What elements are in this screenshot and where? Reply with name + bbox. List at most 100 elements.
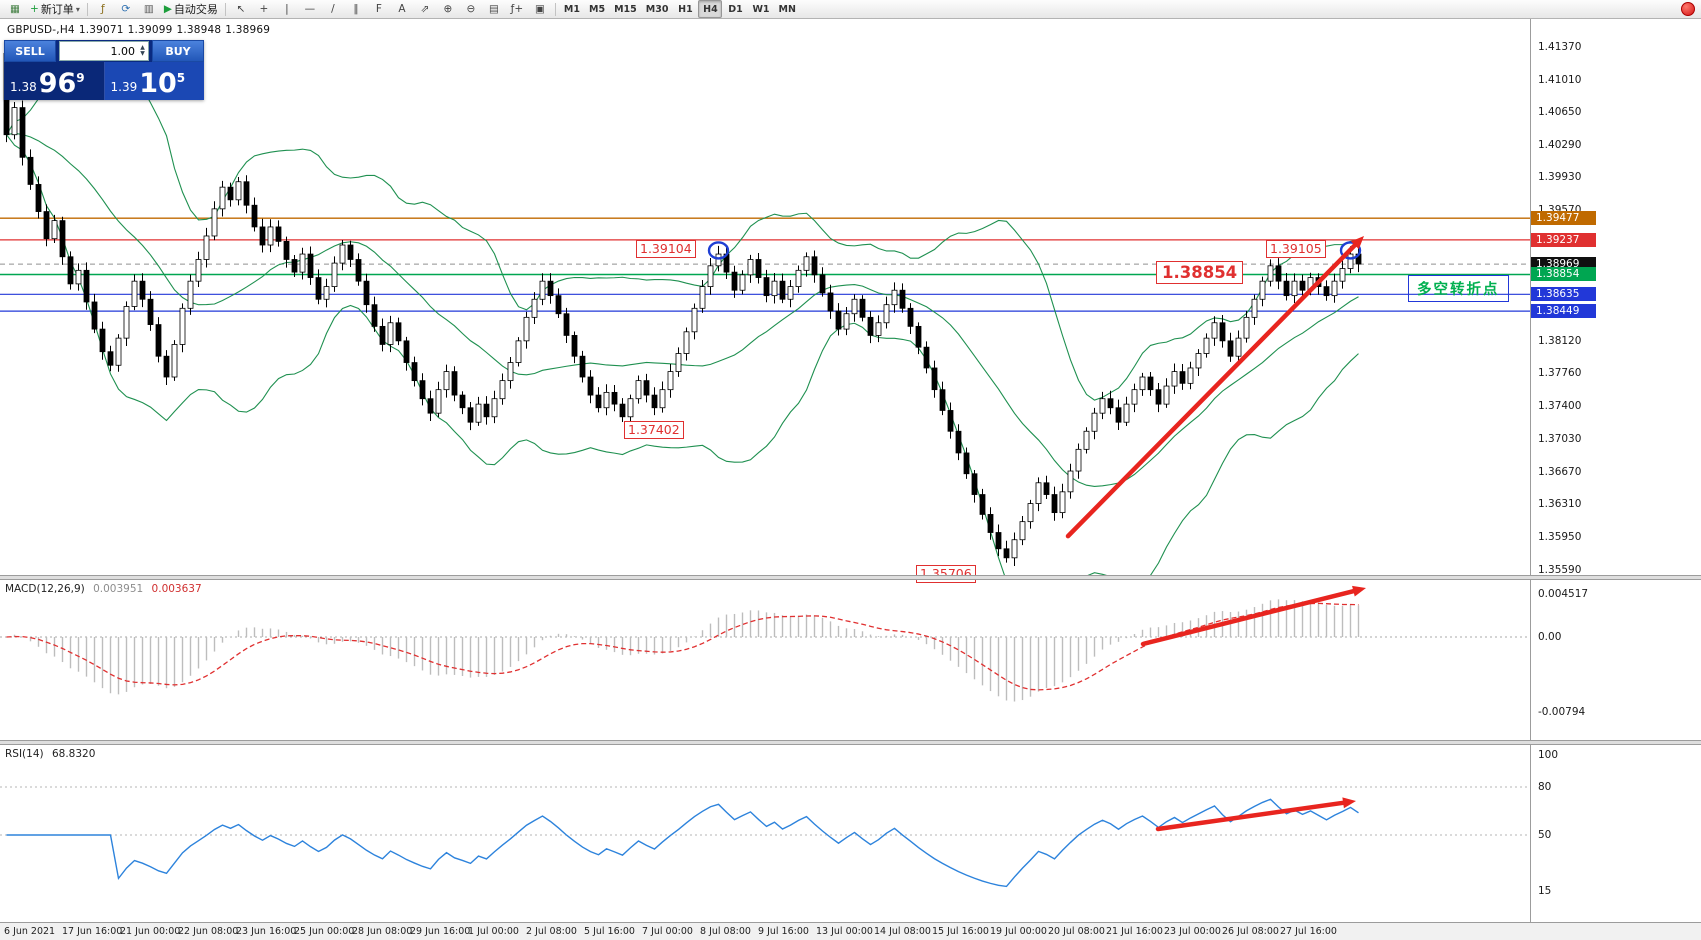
- candle: [123, 306, 130, 339]
- autotrade-button[interactable]: ▶ 自动交易: [161, 0, 221, 18]
- candle: [139, 280, 146, 300]
- trend-arrow[interactable]: [1155, 800, 1346, 832]
- tile-windows-icon[interactable]: ▤: [483, 0, 505, 18]
- candle: [539, 280, 546, 300]
- candle: [315, 277, 322, 300]
- trend-arrow[interactable]: [1065, 242, 1358, 539]
- price-annotation[interactable]: 1.39104: [636, 240, 696, 259]
- expert-advisor-icon[interactable]: ƒ: [92, 0, 114, 18]
- indicators-icon[interactable]: ƒ+: [506, 0, 528, 18]
- candle: [755, 259, 762, 278]
- timeframe-m15[interactable]: M15: [614, 3, 637, 15]
- candle: [971, 473, 978, 495]
- horizontal-line-icon[interactable]: —: [299, 0, 321, 18]
- timeframe-m30[interactable]: M30: [645, 3, 669, 15]
- buy-button[interactable]: BUY: [152, 40, 204, 62]
- sell-button[interactable]: SELL: [4, 40, 56, 62]
- candle: [731, 271, 738, 291]
- price-axis[interactable]: 1.41370 1.41010 1.40650 1.40290 1.39930 1.395…: [1530, 19, 1701, 922]
- toolbar-separator: [86, 2, 88, 16]
- fibonacci-icon[interactable]: F: [368, 0, 390, 18]
- charts-window-icon[interactable]: ▦: [4, 0, 26, 18]
- price-annotation[interactable]: 1.38854: [1156, 261, 1244, 285]
- price-axis-label: 1.35590: [1538, 563, 1582, 576]
- candle: [131, 280, 138, 307]
- timeframe-mn[interactable]: MN: [778, 3, 796, 15]
- price-annotation[interactable]: 1.37402: [624, 420, 684, 439]
- trend-arrow[interactable]: [1140, 588, 1356, 647]
- main-chart-overlay: 1.39104 1.39105 1.38854 1.37402 1.35706 多空转折点: [0, 19, 1530, 583]
- timeframe-m5[interactable]: M5: [588, 3, 606, 15]
- volume-field: ▲▼: [59, 41, 149, 61]
- price-annotation[interactable]: 1.35706: [916, 564, 976, 583]
- candle: [195, 259, 202, 282]
- time-axis[interactable]: 6 Jun 2021 17 Jun 16:00 21 Jun 00:00 22 Jun…: [0, 922, 1701, 940]
- candle: [27, 156, 34, 185]
- candle: [1347, 253, 1354, 269]
- new-order-button[interactable]: + 新订单 ▾: [27, 0, 83, 18]
- time-axis-label: 8 Jul 08:00: [700, 926, 751, 937]
- panel-separator[interactable]: [0, 575, 1701, 580]
- time-axis-label: 6 Jun 2021: [4, 926, 56, 937]
- candle: [979, 494, 986, 515]
- highlight-circle[interactable]: [1339, 241, 1362, 260]
- candle: [803, 256, 810, 271]
- candle: [155, 324, 162, 357]
- candle: [1179, 371, 1186, 384]
- rsi-axis-label: 80: [1538, 781, 1552, 793]
- vertical-line-icon[interactable]: |: [276, 0, 298, 18]
- timeframe-m1[interactable]: M1: [563, 3, 580, 15]
- candle: [339, 244, 346, 264]
- volume-input[interactable]: [60, 43, 137, 59]
- new-order-button: +: [30, 3, 39, 15]
- caret-down-icon: ▾: [75, 4, 80, 14]
- candle: [1091, 412, 1098, 432]
- candle: [963, 452, 970, 475]
- chart-symbol: GBPUSD-,H4: [7, 24, 75, 36]
- macd-panel[interactable]: [0, 580, 1530, 740]
- main-price-chart[interactable]: [0, 19, 1530, 575]
- template-icon[interactable]: ▣: [529, 0, 551, 18]
- turning-point-note[interactable]: 多空转折点: [1408, 274, 1509, 302]
- chart-mode-icon[interactable]: ▥: [138, 0, 160, 18]
- volume-stepper[interactable]: ▲ ▼: [140, 44, 145, 57]
- highlight-circle[interactable]: [707, 241, 730, 260]
- candle: [691, 307, 698, 333]
- candle: [419, 380, 426, 400]
- arrow-object-icon[interactable]: ⇗: [414, 0, 436, 18]
- timeframe-h4[interactable]: H4: [698, 0, 723, 18]
- trendline-icon[interactable]: /: [322, 0, 344, 18]
- candle: [899, 289, 906, 309]
- channel-icon[interactable]: ∥: [345, 0, 367, 18]
- rsi-panel[interactable]: [0, 745, 1530, 922]
- candle: [443, 371, 450, 391]
- cursor-icon[interactable]: ↖: [230, 0, 252, 18]
- candle: [779, 280, 786, 300]
- sell-price[interactable]: 1.38 96 9: [4, 62, 105, 100]
- buy-price[interactable]: 1.39 10 5: [104, 62, 204, 100]
- zoom-out-icon[interactable]: ⊖: [460, 0, 482, 18]
- text-label-icon[interactable]: A: [391, 0, 413, 18]
- candle: [403, 340, 410, 363]
- alert-icon[interactable]: [1681, 2, 1695, 16]
- chart-high: 1.39099: [127, 24, 173, 36]
- zoom-in-icon[interactable]: ⊕: [437, 0, 459, 18]
- candle: [11, 107, 18, 136]
- crosshair-icon[interactable]: +: [253, 0, 275, 18]
- panel-separator[interactable]: [0, 740, 1701, 745]
- timeframe-w1[interactable]: W1: [752, 3, 770, 15]
- timeframe-h1[interactable]: H1: [678, 3, 693, 15]
- candle: [811, 256, 818, 276]
- candle: [115, 337, 122, 366]
- candle: [1083, 430, 1090, 450]
- bollinger-upper: [6, 47, 1359, 401]
- candle: [35, 184, 42, 212]
- price-axis-tag: 1.38854: [1531, 267, 1596, 282]
- charts-window-icon: ▦: [10, 3, 20, 15]
- candle: [171, 344, 178, 378]
- timeframe-d1[interactable]: D1: [728, 3, 743, 15]
- refresh-icon[interactable]: ⟳: [115, 0, 137, 18]
- price-annotation[interactable]: 1.39105: [1266, 240, 1326, 259]
- macd-value-signal: 0.003637: [151, 583, 202, 595]
- candle: [1147, 376, 1154, 391]
